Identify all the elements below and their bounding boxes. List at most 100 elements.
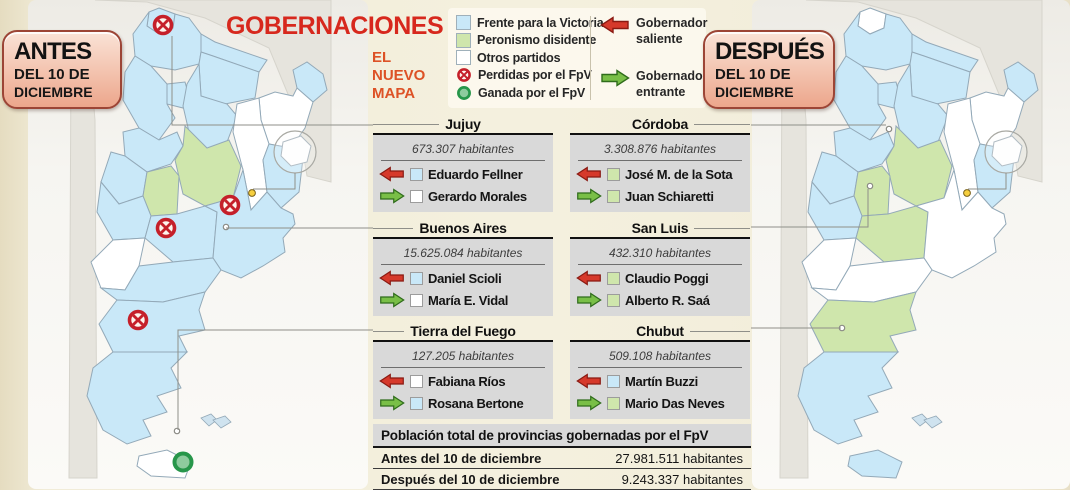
- card-body: 127.205 habitantes Fabiana Ríos Rosana B…: [373, 342, 553, 419]
- population: 15.625.084 habitantes: [381, 243, 545, 265]
- province-buenos_aires: [203, 168, 296, 279]
- capital-inset-shape: [280, 135, 312, 167]
- legend-arrows: Gobernador saliente Gobernador entrante: [600, 16, 712, 115]
- outgoing-governor-row: Daniel Scioli: [379, 269, 547, 287]
- title-rule: [513, 228, 553, 229]
- province-catamarca: [122, 55, 176, 141]
- party-swatch: [607, 293, 620, 307]
- party-swatch: [410, 189, 423, 203]
- population: 673.307 habitantes: [381, 139, 545, 161]
- legend: Frente para la Victoria Peronismo diside…: [448, 8, 708, 108]
- summary-value: 9.243.337 habitantes: [621, 472, 743, 487]
- title-rule: [570, 331, 630, 332]
- incoming-governor-row: Gerardo Morales: [379, 187, 547, 205]
- card-title: San Luis: [570, 220, 750, 239]
- title-rule: [694, 227, 750, 229]
- province-name: Jujuy: [445, 116, 481, 132]
- province-name: Tierra del Fuego: [410, 323, 516, 339]
- province-name: Buenos Aires: [419, 220, 507, 236]
- badge-after-line1: DESPUÉS: [715, 38, 825, 65]
- fpv-swatch: [456, 15, 471, 31]
- card-title: Córdoba: [570, 116, 750, 135]
- governor-name: Eduardo Fellner: [428, 166, 523, 182]
- incoming-arrow-icon: [601, 69, 630, 88]
- party-swatch: [607, 271, 620, 285]
- badge-before-line1: ANTES: [14, 38, 92, 65]
- title-rule: [373, 123, 440, 125]
- legend-label: Gobernador saliente: [636, 16, 708, 46]
- leader-point: [866, 182, 874, 190]
- population: 509.108 habitantes: [578, 346, 742, 368]
- lost-marker: [152, 14, 174, 36]
- population: 3.308.876 habitantes: [578, 139, 742, 161]
- legend-divider: [590, 16, 591, 100]
- title-rule: [570, 124, 626, 125]
- province-card-tierra-del-fuego: Tierra del Fuego 127.205 habitantes Fabi…: [373, 323, 553, 419]
- card-title: Jujuy: [373, 116, 553, 135]
- outgoing-arrow-icon: [576, 373, 601, 389]
- governor-name: Alberto R. Saá: [625, 292, 710, 308]
- outgoing-arrow-icon: [379, 270, 404, 286]
- party-swatch: [410, 396, 423, 410]
- card-title: Chubut: [570, 323, 750, 342]
- malvinas-islands: [212, 415, 232, 429]
- party-swatch: [410, 374, 423, 388]
- legend-label: Frente para la Victoria: [477, 15, 604, 30]
- leader-point: [838, 324, 846, 332]
- legend-item-otros: Otros partidos: [456, 49, 603, 67]
- legend-label: Perdidas por el FpV: [478, 68, 592, 83]
- province-catamarca: [833, 55, 887, 141]
- party-swatch: [607, 167, 620, 181]
- outgoing-arrow-icon: [379, 373, 404, 389]
- title-rule: [694, 123, 750, 125]
- page-title: GOBERNACIONES: [226, 12, 444, 40]
- won-circle-icon: [457, 85, 471, 100]
- legend-item-saliente: Gobernador saliente: [600, 16, 712, 47]
- outgoing-arrow-icon: [379, 166, 404, 182]
- otros-swatch: [456, 50, 471, 66]
- title-rule: [487, 124, 553, 125]
- badge-after-line3: DICIEMBRE: [715, 84, 794, 101]
- incoming-arrow-icon: [380, 395, 405, 411]
- incoming-governor-row: Rosana Bertone: [379, 394, 547, 412]
- incoming-arrow-icon: [380, 292, 405, 308]
- summary-value: 27.981.511 habitantes: [615, 451, 743, 466]
- outgoing-governor-row: Claudio Poggi: [576, 269, 744, 287]
- summary-title: Población total de provincias gobernadas…: [373, 424, 751, 448]
- summary-row-before: Antes del 10 de diciembre 27.981.511 hab…: [373, 448, 751, 469]
- outgoing-arrow-icon: [576, 166, 601, 182]
- incoming-governor-row: Mario Das Neves: [576, 394, 744, 412]
- province-name: Chubut: [636, 323, 684, 339]
- card-title: Buenos Aires: [373, 220, 553, 239]
- legend-item-disidente: Peronismo disidente: [456, 32, 603, 50]
- legend-label: Otros partidos: [477, 50, 561, 65]
- province-name: San Luis: [631, 220, 689, 236]
- leader-point: [173, 427, 181, 435]
- legend-item-lost: Perdidas por el FpV: [456, 67, 603, 85]
- governor-name: Fabiana Ríos: [428, 373, 506, 389]
- incoming-governor-row: Juan Schiaretti: [576, 187, 744, 205]
- capital-inset-ring: [984, 130, 1028, 174]
- page-subtitle: EL NUEVO MAPA: [372, 49, 426, 102]
- province-tierra_del_fuego: [847, 449, 903, 479]
- province-card-jujuy: Jujuy 673.307 habitantes Eduardo Fellner…: [373, 116, 553, 212]
- card-body: 3.308.876 habitantes José M. de la Sota …: [570, 135, 750, 212]
- incoming-arrow-icon: [380, 188, 405, 204]
- legend-label: Peronismo disidente: [477, 33, 597, 48]
- won-marker: [172, 451, 194, 473]
- legend-item-fpv: Frente para la Victoria: [456, 14, 604, 32]
- population: 127.205 habitantes: [381, 346, 545, 368]
- legend-item-entrante: Gobernador entrante: [600, 69, 712, 100]
- governor-name: José M. de la Sota: [625, 166, 733, 182]
- title-rule: [373, 227, 414, 229]
- province-la_rioja: [833, 127, 895, 173]
- outgoing-governor-row: José M. de la Sota: [576, 165, 744, 183]
- party-swatch: [607, 189, 620, 203]
- card-body: 432.310 habitantes Claudio Poggi Alberto…: [570, 239, 750, 316]
- legend-label: Ganada por el FpV: [478, 85, 586, 100]
- leader-point: [222, 223, 230, 231]
- population-summary: Población total de provincias gobernadas…: [373, 424, 751, 490]
- party-swatch: [410, 271, 423, 285]
- incoming-arrow-icon: [577, 292, 602, 308]
- capital-inset-shape: [991, 135, 1023, 167]
